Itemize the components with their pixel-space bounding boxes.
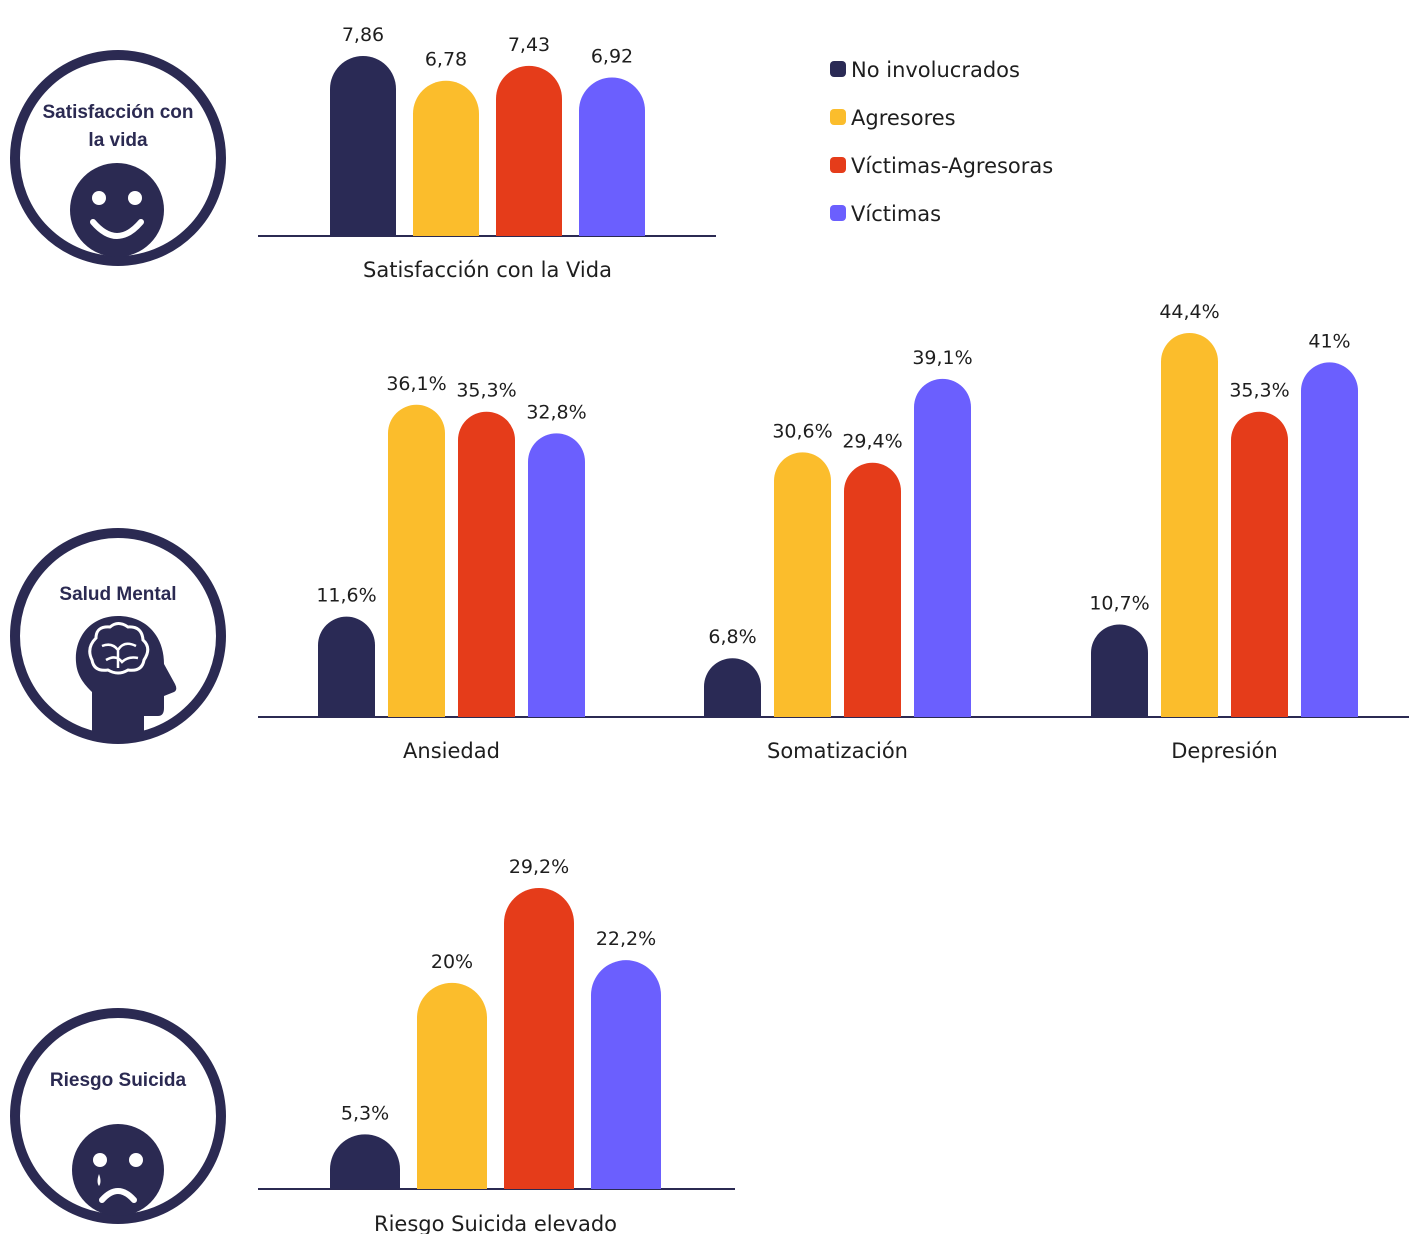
- smile-face-icon: [70, 163, 164, 257]
- bar-riesgo-suicida-elevado-victimas-agresoras: [504, 888, 574, 1189]
- value-label-ansiedad-no-involucrados: 11,6%: [316, 585, 376, 607]
- legend-label-agresores: Agresores: [851, 106, 956, 130]
- value-label-somatizacion-victimas: 39,1%: [912, 347, 972, 369]
- legend-label-victimas: Víctimas: [851, 202, 941, 226]
- value-label-satisfaccion-con-la-vida-victimas-agresoras: 7,43: [508, 34, 550, 56]
- bar-satisfaccion-con-la-vida-agresores: [413, 80, 479, 237]
- value-label-riesgo-suicida-elevado-no-involucrados: 5,3%: [341, 1102, 389, 1124]
- bar-riesgo-suicida-elevado-agresores: [417, 982, 487, 1189]
- bar-somatizacion-no-involucrados: [704, 658, 761, 717]
- value-label-satisfaccion-con-la-vida-agresores: 6,78: [425, 49, 467, 71]
- satisfaction-badge-line1: Satisfacción con: [43, 102, 194, 123]
- bar-riesgo-suicida-elevado-no-involucrados: [330, 1134, 400, 1189]
- legend: No involucrados Agresores Víctimas-Agresor…: [830, 58, 1053, 226]
- legend-swatch-agresores: [830, 109, 846, 125]
- bar-satisfaccion-con-la-vida-victimas: [579, 77, 645, 236]
- bar-somatizacion-victimas-agresoras: [844, 462, 901, 717]
- bar-depresion-victimas-agresoras: [1231, 411, 1288, 717]
- value-label-depresion-victimas: 41%: [1308, 330, 1350, 352]
- value-label-somatizacion-no-involucrados: 6,8%: [708, 626, 756, 648]
- bar-ansiedad-no-involucrados: [318, 616, 375, 717]
- value-label-satisfaccion-con-la-vida-no-involucrados: 7,86: [342, 24, 384, 46]
- value-label-somatizacion-agresores: 30,6%: [772, 420, 832, 442]
- bar-depresion-agresores: [1161, 333, 1218, 717]
- value-label-somatizacion-victimas-agresoras: 29,4%: [842, 431, 902, 453]
- value-label-ansiedad-agresores: 36,1%: [386, 373, 446, 395]
- value-label-riesgo-suicida-elevado-victimas: 22,2%: [596, 928, 656, 950]
- category-label-depresion: Depresión: [1171, 739, 1277, 763]
- value-label-riesgo-suicida-elevado-agresores: 20%: [431, 951, 473, 973]
- value-label-satisfaccion-con-la-vida-victimas: 6,92: [591, 46, 633, 68]
- value-label-depresion-no-involucrados: 10,7%: [1089, 592, 1149, 614]
- value-label-ansiedad-victimas-agresoras: 35,3%: [456, 380, 516, 402]
- value-label-depresion-agresores: 44,4%: [1159, 301, 1219, 323]
- satisfaction-badge-line2: la vida: [88, 130, 148, 151]
- suicide-risk-badge: Riesgo Suicida: [10, 1008, 226, 1224]
- legend-swatch-no-involucrados: [830, 61, 846, 77]
- bar-somatizacion-agresores: [774, 452, 831, 717]
- legend-swatch-victimas-agresoras: [830, 157, 846, 173]
- category-label-ansiedad: Ansiedad: [403, 739, 500, 763]
- bar-ansiedad-victimas-agresoras: [458, 411, 515, 717]
- satisfaction-badge: Satisfacción con la vida: [10, 50, 226, 266]
- sad-face-icon: [72, 1124, 164, 1216]
- mental-health-badge: Salud Mental: [10, 528, 226, 744]
- brain-head-icon: [75, 616, 177, 736]
- category-label-satisfaccion-con-la-vida: Satisfacción con la Vida: [363, 258, 612, 282]
- bar-satisfaccion-con-la-vida-no-involucrados: [330, 56, 396, 236]
- chart-1: 7,86 6,78 7,43 6,92 Satisfacción con la Vida: [258, 24, 716, 282]
- mental-health-badge-label: Salud Mental: [59, 584, 176, 605]
- bar-depresion-no-involucrados: [1091, 624, 1148, 717]
- value-label-depresion-victimas-agresoras: 35,3%: [1229, 380, 1289, 402]
- chart-3: 5,3% 20% 29,2% 22,2% Riesgo Suicida elevado: [258, 856, 735, 1234]
- value-label-ansiedad-victimas: 32,8%: [526, 401, 586, 423]
- legend-label-no-involucrados: No involucrados: [851, 58, 1020, 82]
- bar-somatizacion-victimas: [914, 378, 971, 717]
- bar-ansiedad-victimas: [528, 433, 585, 717]
- value-label-riesgo-suicida-elevado-victimas-agresoras: 29,2%: [509, 856, 569, 878]
- bar-depresion-victimas: [1301, 362, 1358, 717]
- chart-2: 11,6% 36,1% 35,3% 32,8% Ansiedad 6,8% 30,6% 29,…: [258, 301, 1409, 763]
- bar-riesgo-suicida-elevado-victimas: [591, 960, 661, 1189]
- suicide-risk-badge-label: Riesgo Suicida: [50, 1070, 187, 1091]
- charts: 7,86 6,78 7,43 6,92 Satisfacción con la Vida…: [258, 24, 1409, 1234]
- legend-label-victimas-agresoras: Víctimas-Agresoras: [851, 154, 1053, 178]
- category-label-somatizacion: Somatización: [767, 739, 908, 763]
- category-label-riesgo-suicida-elevado: Riesgo Suicida elevado: [374, 1212, 617, 1234]
- bar-ansiedad-agresores: [388, 404, 445, 717]
- legend-swatch-victimas: [830, 205, 846, 221]
- bar-satisfaccion-con-la-vida-victimas-agresoras: [496, 65, 562, 236]
